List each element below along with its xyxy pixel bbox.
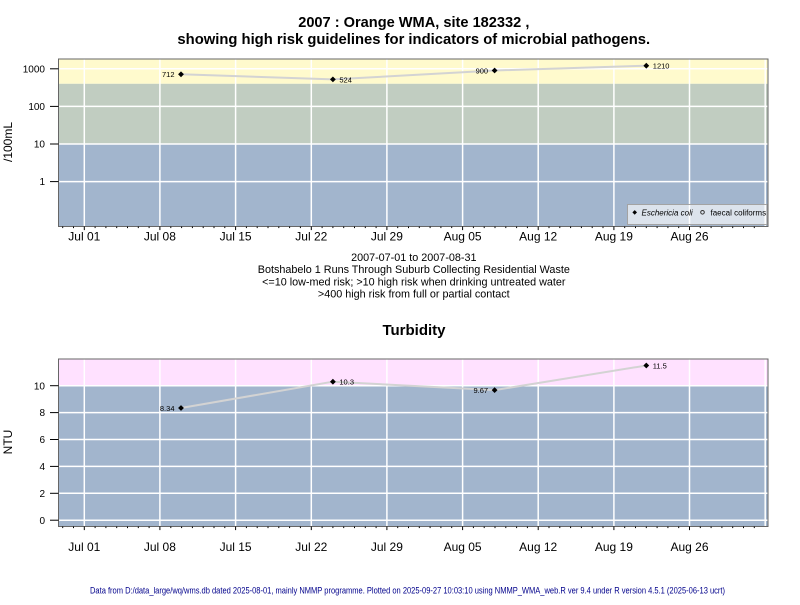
svg-text:Aug 26: Aug 26 — [670, 540, 708, 554]
svg-text:Aug 05: Aug 05 — [444, 540, 482, 554]
svg-text:9.67: 9.67 — [473, 386, 488, 395]
svg-text:Jul 01: Jul 01 — [68, 540, 100, 554]
svg-text:6: 6 — [39, 435, 45, 446]
svg-text:Jul 15: Jul 15 — [220, 540, 252, 554]
svg-text:100: 100 — [28, 102, 45, 113]
svg-text:1: 1 — [39, 177, 45, 188]
svg-text:2007 : Orange WMA, site 182332: 2007 : Orange WMA, site 182332 , — [298, 15, 529, 31]
svg-text:524: 524 — [339, 75, 352, 84]
svg-text:Aug 19: Aug 19 — [595, 540, 633, 554]
svg-text:NTU: NTU — [1, 430, 15, 455]
svg-text:Aug 26: Aug 26 — [670, 229, 708, 243]
svg-text:2: 2 — [39, 489, 45, 500]
svg-text:10.3: 10.3 — [339, 378, 354, 387]
svg-text:Turbidity: Turbidity — [382, 322, 446, 339]
svg-text:Jul 29: Jul 29 — [371, 540, 403, 554]
svg-text:Jul 29: Jul 29 — [371, 229, 403, 243]
svg-text:10: 10 — [34, 381, 46, 392]
svg-text:Jul 08: Jul 08 — [144, 540, 176, 554]
svg-text:8: 8 — [39, 408, 45, 419]
svg-text:showing high risk guidelines f: showing high risk guidelines for indicat… — [177, 32, 650, 48]
svg-text:Jul 15: Jul 15 — [220, 229, 252, 243]
svg-text:>400 high risk from full or pa: >400 high risk from full or partial cont… — [318, 289, 510, 301]
svg-text:Aug 12: Aug 12 — [519, 540, 557, 554]
svg-text:4: 4 — [39, 462, 45, 473]
svg-text:<=10 low-med risk; >10 high ri: <=10 low-med risk; >10 high risk when dr… — [262, 276, 566, 288]
svg-text:8.34: 8.34 — [160, 404, 175, 413]
svg-text:Aug 05: Aug 05 — [444, 229, 482, 243]
svg-text:0: 0 — [39, 516, 45, 527]
svg-text:Aug 19: Aug 19 — [595, 229, 633, 243]
svg-text:1000: 1000 — [23, 64, 46, 75]
svg-text:11.5: 11.5 — [653, 361, 667, 370]
svg-text:Jul 08: Jul 08 — [144, 229, 176, 243]
svg-text:faecal coliforms: faecal coliforms — [711, 208, 767, 217]
svg-text:Aug 12: Aug 12 — [519, 229, 557, 243]
svg-text:Eschericia coli: Eschericia coli — [642, 209, 693, 218]
svg-text:Jul 22: Jul 22 — [295, 540, 327, 554]
svg-text:Jul 01: Jul 01 — [68, 229, 100, 243]
svg-text:2007-07-01 to 2007-08-31: 2007-07-01 to 2007-08-31 — [351, 252, 476, 264]
svg-text:Data from D:/data_large/wq/wms: Data from D:/data_large/wq/wms.db dated … — [90, 585, 725, 595]
svg-text:712: 712 — [162, 70, 175, 79]
svg-text:900: 900 — [476, 66, 489, 75]
svg-text:/100mL: /100mL — [1, 122, 15, 162]
svg-text:Jul 22: Jul 22 — [295, 229, 327, 243]
svg-text:1210: 1210 — [653, 62, 670, 71]
svg-text:10: 10 — [34, 140, 46, 151]
svg-text:Botshabelo 1 Runs Through Subu: Botshabelo 1 Runs Through Suburb Collect… — [258, 264, 570, 276]
